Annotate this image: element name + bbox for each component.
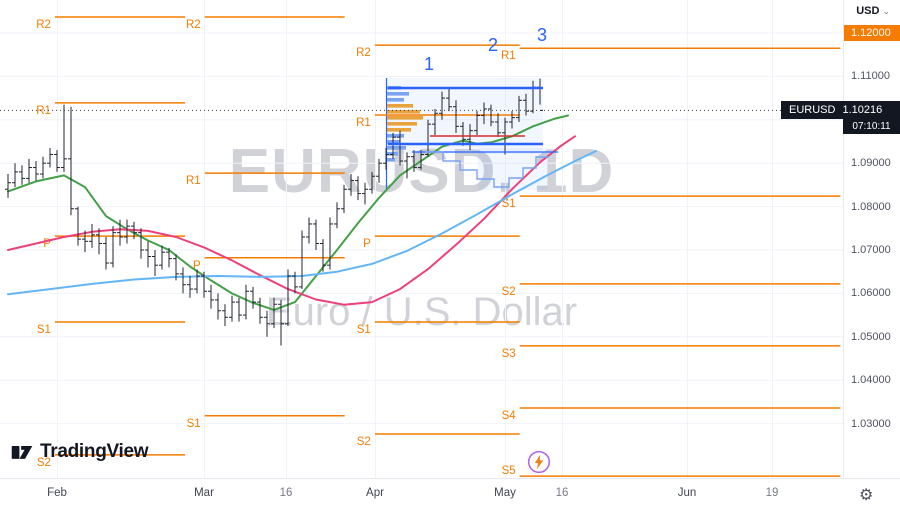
price-axis-label: 1.08000 (851, 200, 891, 213)
price-axis-label-highlighted: 1.12000 (844, 25, 900, 41)
tradingview-logo-icon (11, 446, 33, 459)
time-axis-label: 19 (765, 487, 779, 499)
price-axis-label: 1.05000 (851, 330, 891, 343)
pivot-label-r1: R1 (501, 50, 516, 62)
pivot-label-s1: S1 (37, 324, 51, 336)
price-axis-label: 1.03000 (851, 417, 891, 430)
structure-step-line[interactable] (425, 151, 549, 188)
time-axis-label: Mar (194, 487, 214, 499)
last-price-badge: EURUSD 1.10216 (781, 101, 900, 120)
pivot-label-r1: R1 (36, 105, 51, 117)
price-axis-label: 1.06000 (851, 287, 891, 300)
badge-symbol: EURUSD (789, 104, 836, 117)
pivot-label-s1: S1 (357, 324, 371, 336)
time-axis-label: May (494, 487, 516, 499)
wave-number-1[interactable]: 1 (424, 54, 434, 74)
pivot-levels-layer[interactable]: R2 R1 P S1 S2 R2 R1 P S1 R2 R1 P S1 S2 R1 S1 S2 S3 S4 S5 (36, 16, 841, 477)
pivot-label-s2: S2 (357, 436, 371, 448)
pivot-label-s5: S5 (502, 465, 516, 477)
currency-selector[interactable]: USD ⌄ (856, 5, 890, 17)
time-axis[interactable]: ⚙ Feb Mar 16 Apr May 16 Jun 19 (0, 478, 900, 510)
pivot-label-s2: S2 (502, 286, 516, 298)
wave-number-3[interactable]: 3 (537, 25, 547, 45)
lightning-icon[interactable] (527, 450, 551, 479)
ma-slow[interactable] (7, 150, 597, 296)
pivot-label-s1: S1 (187, 418, 201, 430)
time-axis-label: Jun (677, 487, 697, 499)
pivot-label-p: P (193, 260, 201, 272)
currency-label: USD (856, 5, 880, 17)
candle-layer (5, 78, 543, 346)
time-axis-label: Feb (47, 487, 67, 499)
chevron-down-icon: ⌄ (882, 5, 890, 16)
drawings-layer[interactable]: 1 2 3 (388, 25, 558, 188)
time-axis-label: 16 (279, 487, 293, 499)
pivot-label-r2: R2 (356, 47, 371, 59)
pivot-label-s3: S3 (502, 348, 516, 360)
time-axis-label: 16 (555, 487, 569, 499)
ma-mid[interactable] (7, 135, 576, 306)
pivot-label-s4: S4 (502, 410, 517, 422)
pivot-label-r1: R1 (356, 117, 371, 129)
pivot-label-r1: R1 (186, 175, 201, 187)
time-axis-label: Apr (366, 487, 384, 499)
pivot-label-r2: R2 (186, 19, 201, 31)
price-axis-label: 1.07000 (851, 244, 891, 256)
chart-canvas[interactable]: R2 R1 P S1 S2 R2 R1 P S1 R2 R1 P S1 S2 R1 S1 S2 S3 S4 S5 1 2 3 (0, 0, 843, 478)
bar-countdown: 07:10:11 (843, 119, 900, 135)
price-axis-label: 1.04000 (851, 374, 891, 387)
pivot-label-s1: S1 (502, 198, 516, 210)
price-axis[interactable]: 1.12000 1.11000 1.09000 1.08000 1.07000 1.060… (843, 0, 900, 478)
pivot-label-r2: R2 (36, 19, 51, 31)
badge-price: 1.10216 (842, 104, 883, 117)
wave-number-2[interactable]: 2 (488, 35, 498, 55)
pivot-label-s2: S2 (37, 457, 51, 469)
pivot-label-p: P (363, 238, 371, 250)
gear-icon[interactable]: ⚙ (859, 487, 874, 504)
grid-layer (0, 0, 843, 478)
price-axis-label: 1.11000 (851, 70, 890, 83)
tradingview-logo[interactable]: TradingView (10, 440, 149, 464)
price-axis-label: 1.09000 (851, 157, 891, 170)
tradingview-logo-text: TradingView (40, 441, 149, 462)
pivot-label-p: P (43, 238, 51, 250)
